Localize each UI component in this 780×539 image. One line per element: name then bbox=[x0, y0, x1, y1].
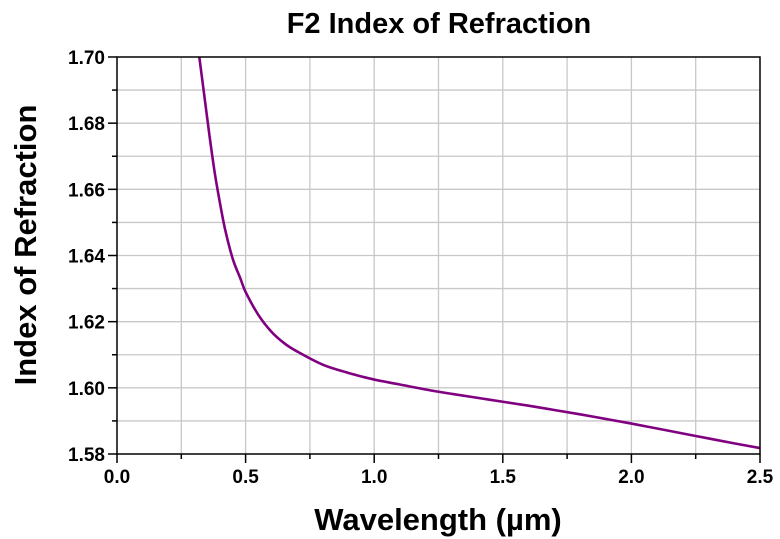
y-tick-label: 1.68 bbox=[68, 114, 105, 135]
y-tick-label: 1.66 bbox=[68, 180, 105, 201]
y-tick-label: 1.64 bbox=[68, 247, 105, 268]
x-tick-label: 0.0 bbox=[104, 467, 130, 488]
chart-title: F2 Index of Refraction bbox=[287, 8, 592, 40]
y-axis-label: Index of Refraction bbox=[8, 105, 43, 386]
grid-layer bbox=[117, 57, 760, 454]
y-tick-label: 1.70 bbox=[68, 48, 105, 69]
y-tick-label: 1.60 bbox=[68, 379, 105, 400]
x-tick-label: 1.0 bbox=[361, 467, 387, 488]
x-tick-label: 1.5 bbox=[490, 467, 517, 488]
x-tick-label: 2.5 bbox=[747, 467, 774, 488]
x-axis-label: Wavelength (µm) bbox=[314, 502, 562, 537]
x-tick-label: 0.5 bbox=[232, 467, 259, 488]
curve-layer bbox=[198, 56, 761, 450]
x-tick-label: 2.0 bbox=[618, 467, 644, 488]
tick-layer: 0.0 0.5 1.0 1.5 2.0 2.5 1.58 1.60 1.62 1.64 1.66 1.… bbox=[68, 48, 774, 488]
y-tick-label: 1.58 bbox=[68, 445, 105, 466]
series-line bbox=[198, 56, 761, 450]
y-tick-label: 1.62 bbox=[68, 313, 105, 334]
